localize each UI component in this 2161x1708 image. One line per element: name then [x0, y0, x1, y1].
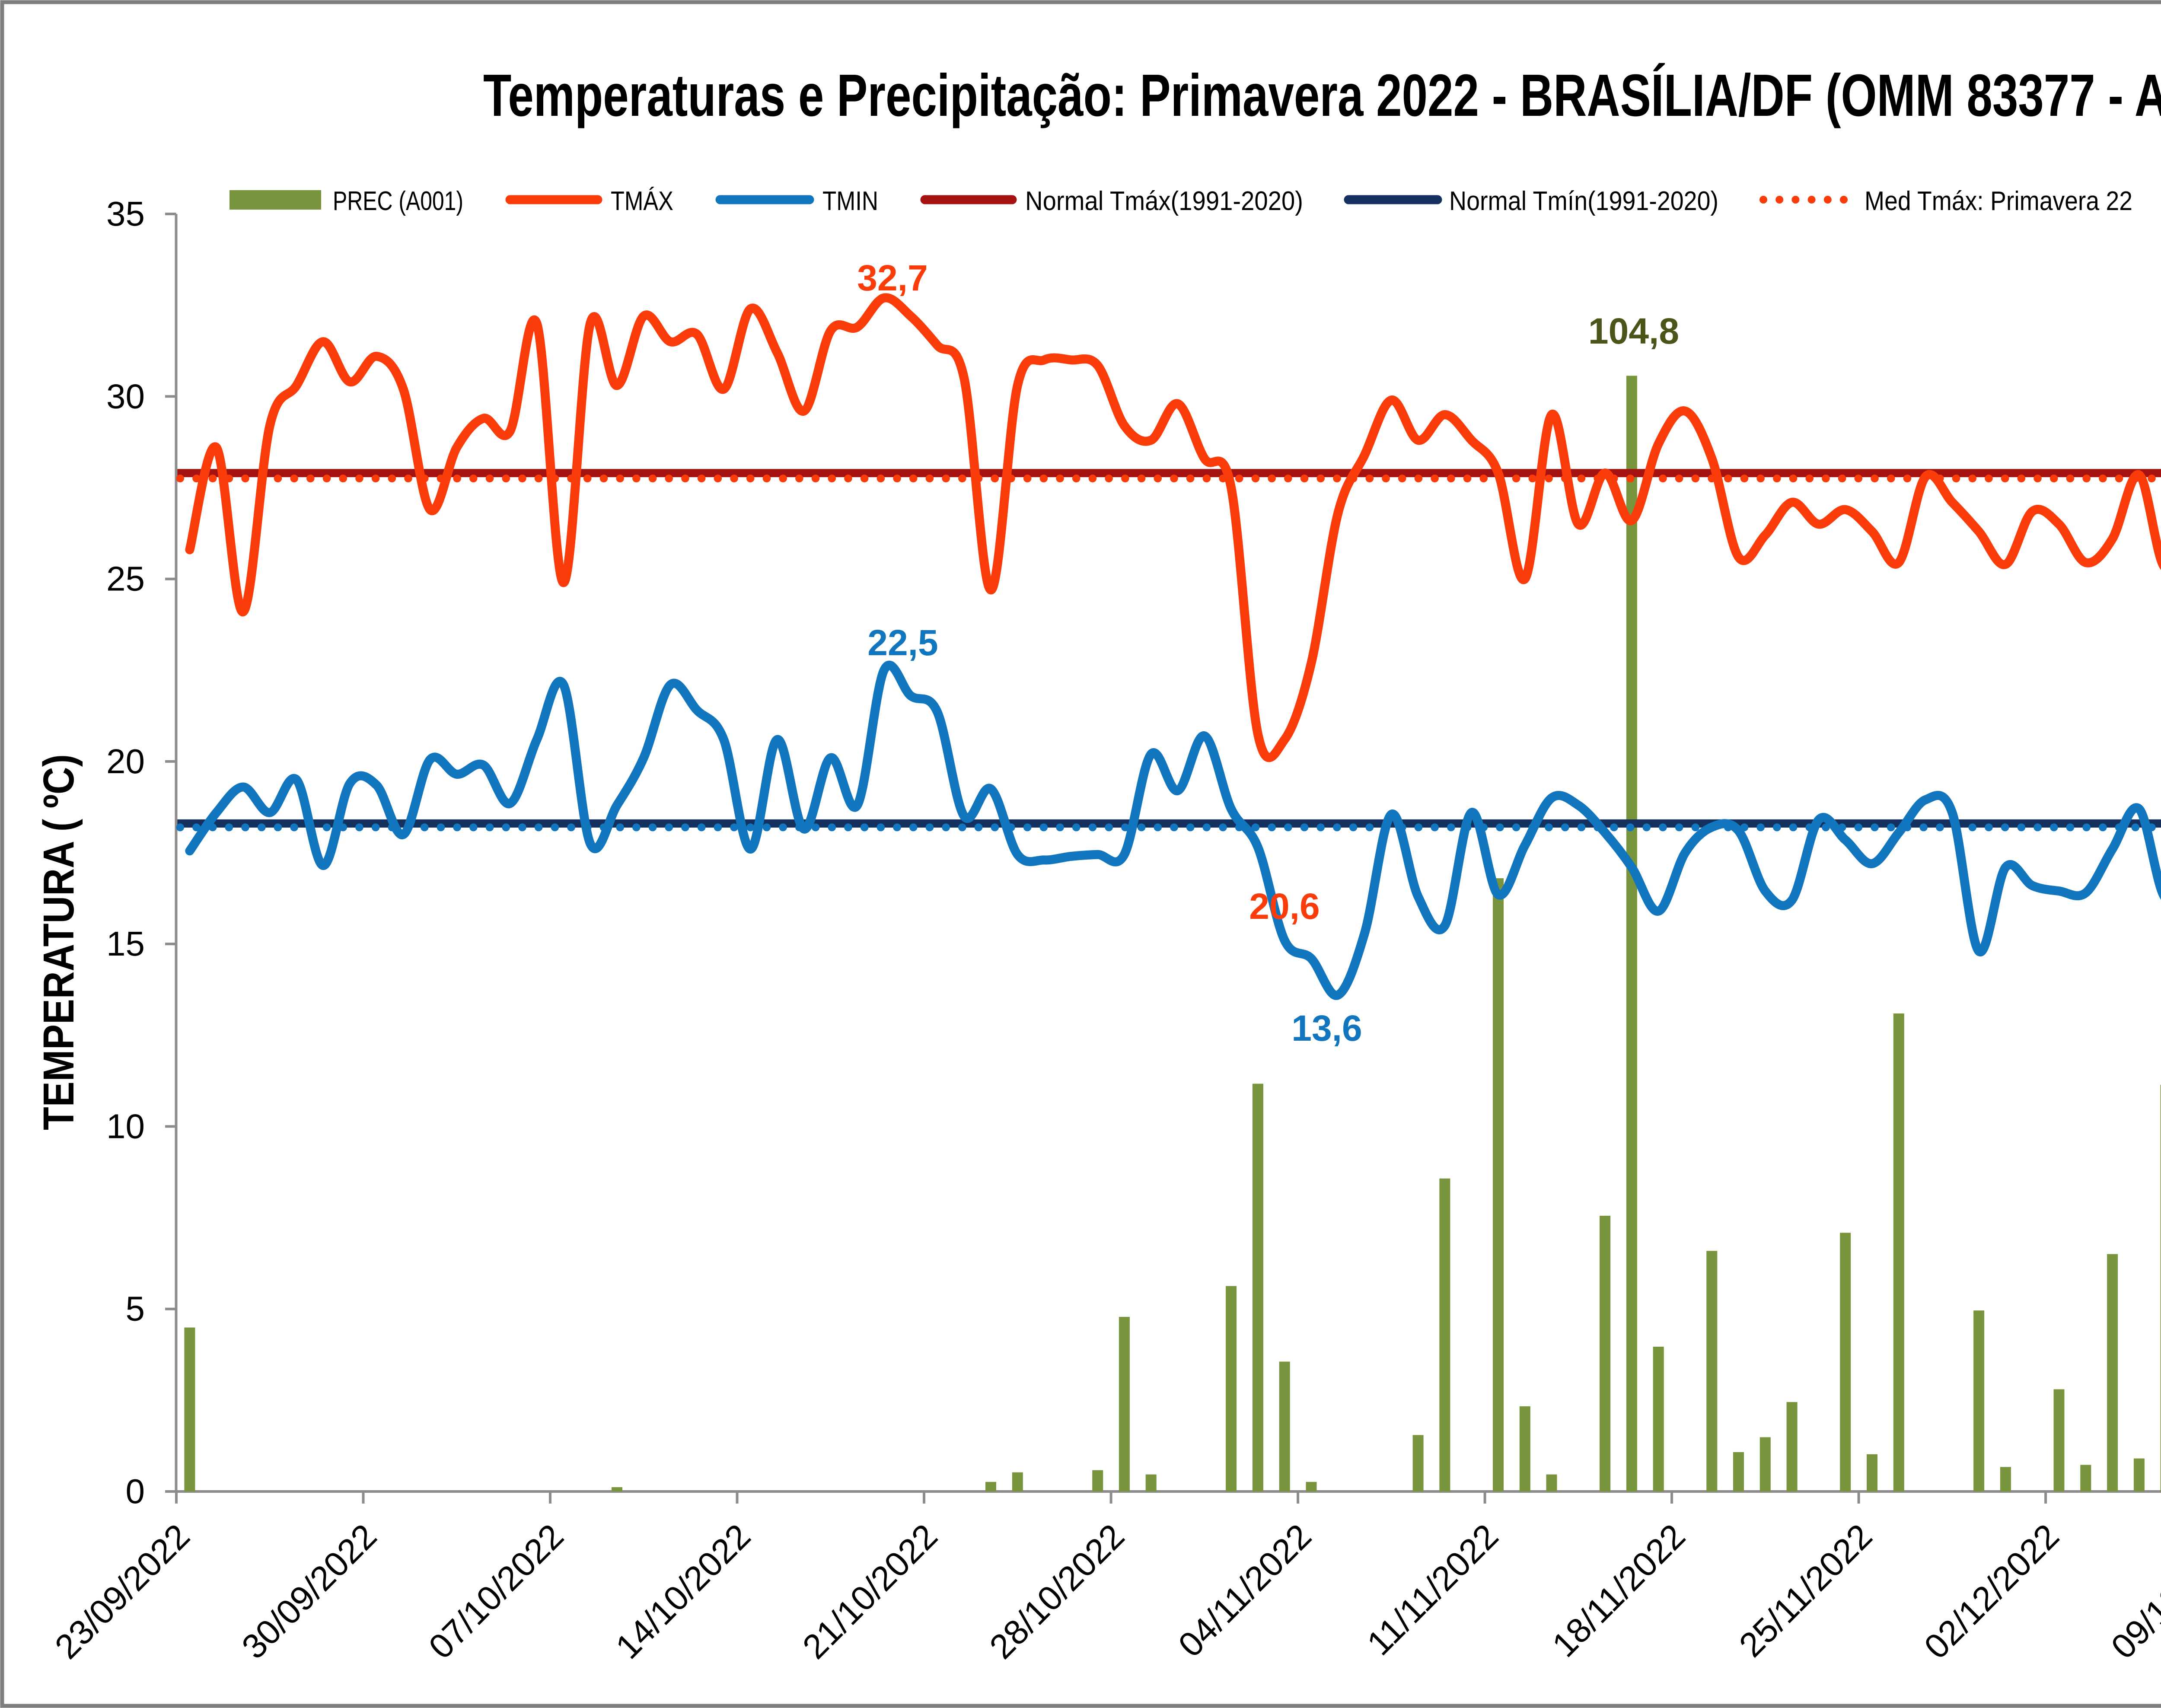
- svg-text:Med Tmáx: Primavera 22: Med Tmáx: Primavera 22: [1865, 186, 2132, 216]
- svg-text:PREC (A001): PREC (A001): [333, 186, 463, 216]
- svg-text:TMIN: TMIN: [822, 186, 878, 216]
- svg-text:32,7: 32,7: [857, 258, 928, 298]
- svg-text:Normal Tmín(1991-2020): Normal Tmín(1991-2020): [1449, 186, 1718, 216]
- svg-text:Normal Tmáx(1991-2020): Normal Tmáx(1991-2020): [1025, 186, 1303, 216]
- svg-text:TEMPERATURA ( ºC): TEMPERATURA ( ºC): [35, 754, 83, 1130]
- svg-text:20: 20: [106, 742, 145, 781]
- svg-text:Temperaturas e Precipitação: P: Temperaturas e Precipitação: Primavera 2…: [483, 62, 2161, 129]
- svg-text:104,8: 104,8: [1588, 311, 1679, 351]
- svg-text:20,6: 20,6: [1249, 886, 1320, 927]
- svg-text:35: 35: [106, 194, 145, 233]
- svg-text:25: 25: [106, 560, 145, 598]
- svg-text:0: 0: [126, 1472, 145, 1510]
- svg-text:22,5: 22,5: [867, 622, 938, 663]
- svg-text:TMÁX: TMÁX: [611, 186, 673, 216]
- svg-text:5: 5: [126, 1290, 145, 1328]
- svg-text:13,6: 13,6: [1291, 1008, 1362, 1048]
- svg-text:10: 10: [106, 1107, 145, 1145]
- svg-text:15: 15: [106, 924, 145, 963]
- svg-text:30: 30: [106, 377, 145, 415]
